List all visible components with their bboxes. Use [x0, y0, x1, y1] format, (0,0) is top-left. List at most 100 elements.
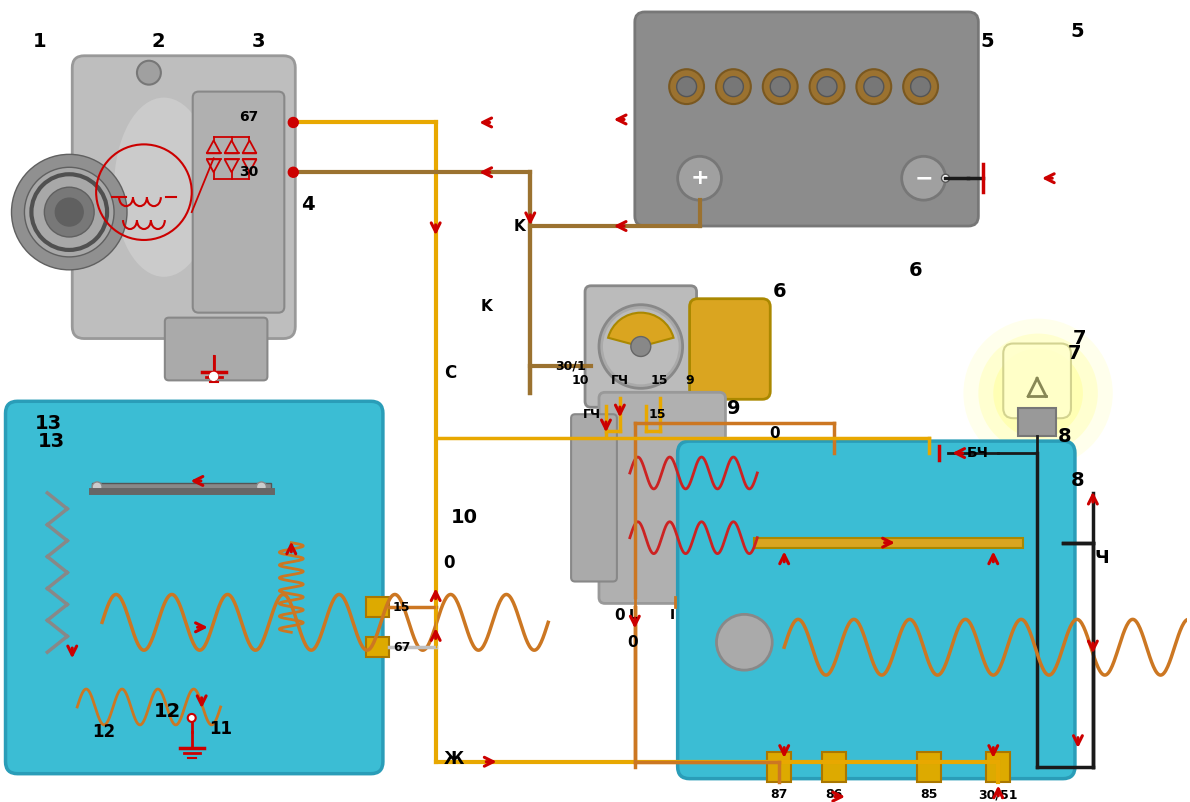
- Text: 7: 7: [1067, 344, 1082, 363]
- Text: 1: 1: [32, 32, 46, 51]
- Text: 12: 12: [92, 723, 115, 741]
- Text: 15: 15: [393, 601, 411, 614]
- Text: L: L: [628, 609, 638, 622]
- Text: 0: 0: [769, 426, 779, 440]
- Text: 30: 30: [239, 165, 258, 180]
- Circle shape: [599, 305, 683, 388]
- Text: 85: 85: [920, 788, 938, 801]
- Ellipse shape: [903, 69, 938, 104]
- FancyBboxPatch shape: [193, 91, 284, 313]
- Polygon shape: [768, 751, 791, 782]
- Bar: [92, 483, 271, 491]
- Polygon shape: [822, 751, 846, 782]
- Circle shape: [137, 61, 161, 85]
- FancyBboxPatch shape: [677, 441, 1075, 779]
- Text: 86: 86: [826, 788, 843, 801]
- Ellipse shape: [857, 69, 891, 104]
- Circle shape: [716, 614, 772, 670]
- Bar: [754, 537, 1023, 548]
- Text: 0: 0: [614, 608, 625, 623]
- Ellipse shape: [669, 69, 704, 104]
- Text: K: K: [514, 218, 525, 233]
- Text: 4: 4: [301, 195, 315, 213]
- Polygon shape: [367, 638, 389, 657]
- Text: +: +: [690, 168, 709, 188]
- Text: 30/1: 30/1: [556, 360, 585, 373]
- Polygon shape: [367, 597, 389, 618]
- Text: 11: 11: [209, 720, 233, 738]
- Text: 3: 3: [251, 32, 265, 51]
- Text: 67: 67: [239, 111, 258, 124]
- Text: 8: 8: [1071, 472, 1084, 491]
- Circle shape: [288, 168, 299, 177]
- Ellipse shape: [724, 77, 744, 96]
- FancyBboxPatch shape: [73, 56, 295, 338]
- Wedge shape: [608, 313, 674, 346]
- Ellipse shape: [864, 77, 884, 96]
- Text: 10: 10: [451, 508, 477, 527]
- Ellipse shape: [910, 77, 931, 96]
- FancyBboxPatch shape: [571, 414, 616, 581]
- Circle shape: [603, 309, 678, 384]
- Circle shape: [978, 334, 1098, 453]
- Circle shape: [25, 168, 114, 257]
- Text: 6: 6: [774, 282, 787, 302]
- Text: K: K: [481, 299, 493, 314]
- Ellipse shape: [818, 77, 837, 96]
- FancyBboxPatch shape: [585, 286, 696, 407]
- FancyBboxPatch shape: [599, 392, 726, 603]
- Text: 9: 9: [727, 399, 741, 418]
- FancyBboxPatch shape: [6, 401, 383, 774]
- Circle shape: [994, 349, 1083, 438]
- Text: −: −: [914, 168, 933, 188]
- Text: 0: 0: [627, 634, 638, 650]
- Text: 9: 9: [685, 374, 694, 387]
- Ellipse shape: [716, 69, 751, 104]
- Ellipse shape: [770, 77, 790, 96]
- FancyBboxPatch shape: [1003, 343, 1071, 418]
- Circle shape: [92, 482, 102, 492]
- Text: ГЧ: ГЧ: [610, 374, 628, 387]
- Text: 5: 5: [1070, 22, 1084, 42]
- Polygon shape: [987, 751, 1010, 782]
- Circle shape: [964, 318, 1113, 468]
- Text: 13: 13: [35, 414, 62, 433]
- Polygon shape: [916, 751, 940, 782]
- Circle shape: [941, 174, 950, 182]
- Circle shape: [188, 714, 195, 722]
- Circle shape: [12, 154, 127, 269]
- Ellipse shape: [809, 69, 845, 104]
- Circle shape: [942, 449, 951, 457]
- Text: 10: 10: [571, 374, 589, 387]
- Text: 6: 6: [909, 261, 922, 281]
- Ellipse shape: [763, 69, 797, 104]
- Text: 67: 67: [393, 641, 411, 654]
- FancyBboxPatch shape: [634, 12, 978, 226]
- Text: 12: 12: [154, 703, 181, 722]
- Circle shape: [209, 372, 218, 380]
- Ellipse shape: [677, 77, 696, 96]
- Text: I: I: [670, 609, 675, 622]
- Text: C: C: [444, 364, 456, 383]
- FancyBboxPatch shape: [165, 318, 268, 380]
- Text: 30/51: 30/51: [978, 788, 1017, 801]
- Text: ГЧ: ГЧ: [583, 407, 601, 421]
- Text: 13: 13: [37, 431, 64, 451]
- Circle shape: [257, 482, 267, 492]
- Text: Ж: Ж: [444, 750, 464, 768]
- Ellipse shape: [114, 98, 214, 277]
- Circle shape: [55, 198, 83, 226]
- Circle shape: [209, 372, 218, 380]
- Circle shape: [677, 156, 721, 200]
- Circle shape: [44, 187, 94, 237]
- Text: 87: 87: [770, 788, 788, 801]
- Text: 0: 0: [444, 553, 455, 572]
- Text: Ч: Ч: [1095, 549, 1109, 566]
- Circle shape: [902, 156, 946, 200]
- Text: БЧ: БЧ: [966, 446, 989, 460]
- Text: 15: 15: [651, 374, 669, 387]
- Text: 15: 15: [649, 407, 666, 421]
- Circle shape: [631, 337, 651, 356]
- Text: 5: 5: [981, 32, 994, 51]
- Text: 7: 7: [1073, 329, 1086, 348]
